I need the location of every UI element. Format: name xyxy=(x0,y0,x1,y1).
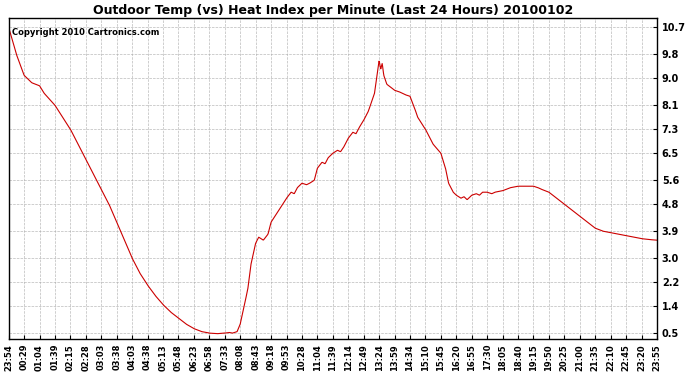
Title: Outdoor Temp (vs) Heat Index per Minute (Last 24 Hours) 20100102: Outdoor Temp (vs) Heat Index per Minute … xyxy=(92,4,573,17)
Text: Copyright 2010 Cartronics.com: Copyright 2010 Cartronics.com xyxy=(12,28,159,37)
